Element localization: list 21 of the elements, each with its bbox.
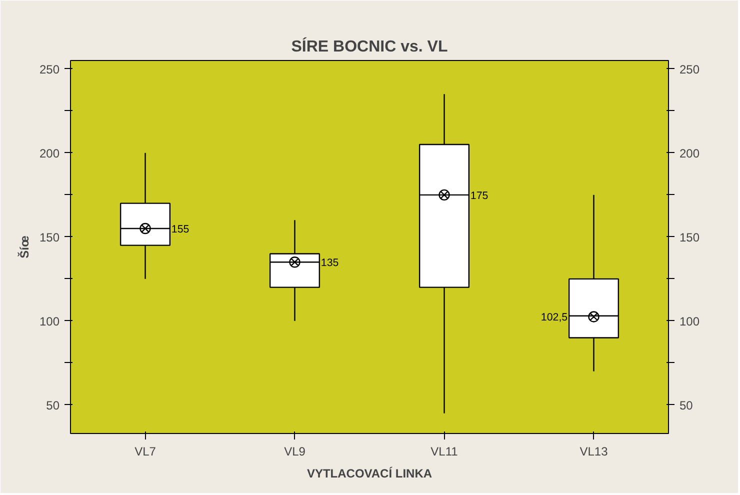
y-tick-label: 100 — [39, 314, 60, 328]
x-tick-label: VL13 — [580, 444, 608, 458]
annotation: 175 — [470, 190, 488, 202]
chart-title: SÍRE BOCNIC vs. VL — [291, 36, 448, 56]
y2-tick-label: 50 — [680, 398, 694, 412]
y-tick-label: 150 — [39, 230, 60, 244]
annotation: 135 — [320, 257, 339, 270]
y2-tick-label: 250 — [680, 62, 700, 76]
x-tick-label: VL9 — [284, 444, 306, 458]
y-tick-label: 250 — [39, 62, 60, 76]
y-tick-label: 50 — [46, 398, 60, 412]
y2-tick-label: 150 — [680, 230, 700, 244]
y2-tick-label: 200 — [680, 146, 700, 160]
annotation: 102,5 — [540, 312, 568, 324]
y-axis-title: Šíœ — [17, 236, 32, 258]
y-tick-label: 200 — [39, 146, 60, 160]
x-tick-label: VL7 — [134, 444, 156, 458]
x-tick-label: VL11 — [430, 444, 458, 458]
y2-tick-label: 100 — [680, 314, 700, 328]
x-axis-title: VYTLACOVACÍ LINKA — [306, 466, 432, 480]
annotation: 155 — [171, 224, 190, 236]
